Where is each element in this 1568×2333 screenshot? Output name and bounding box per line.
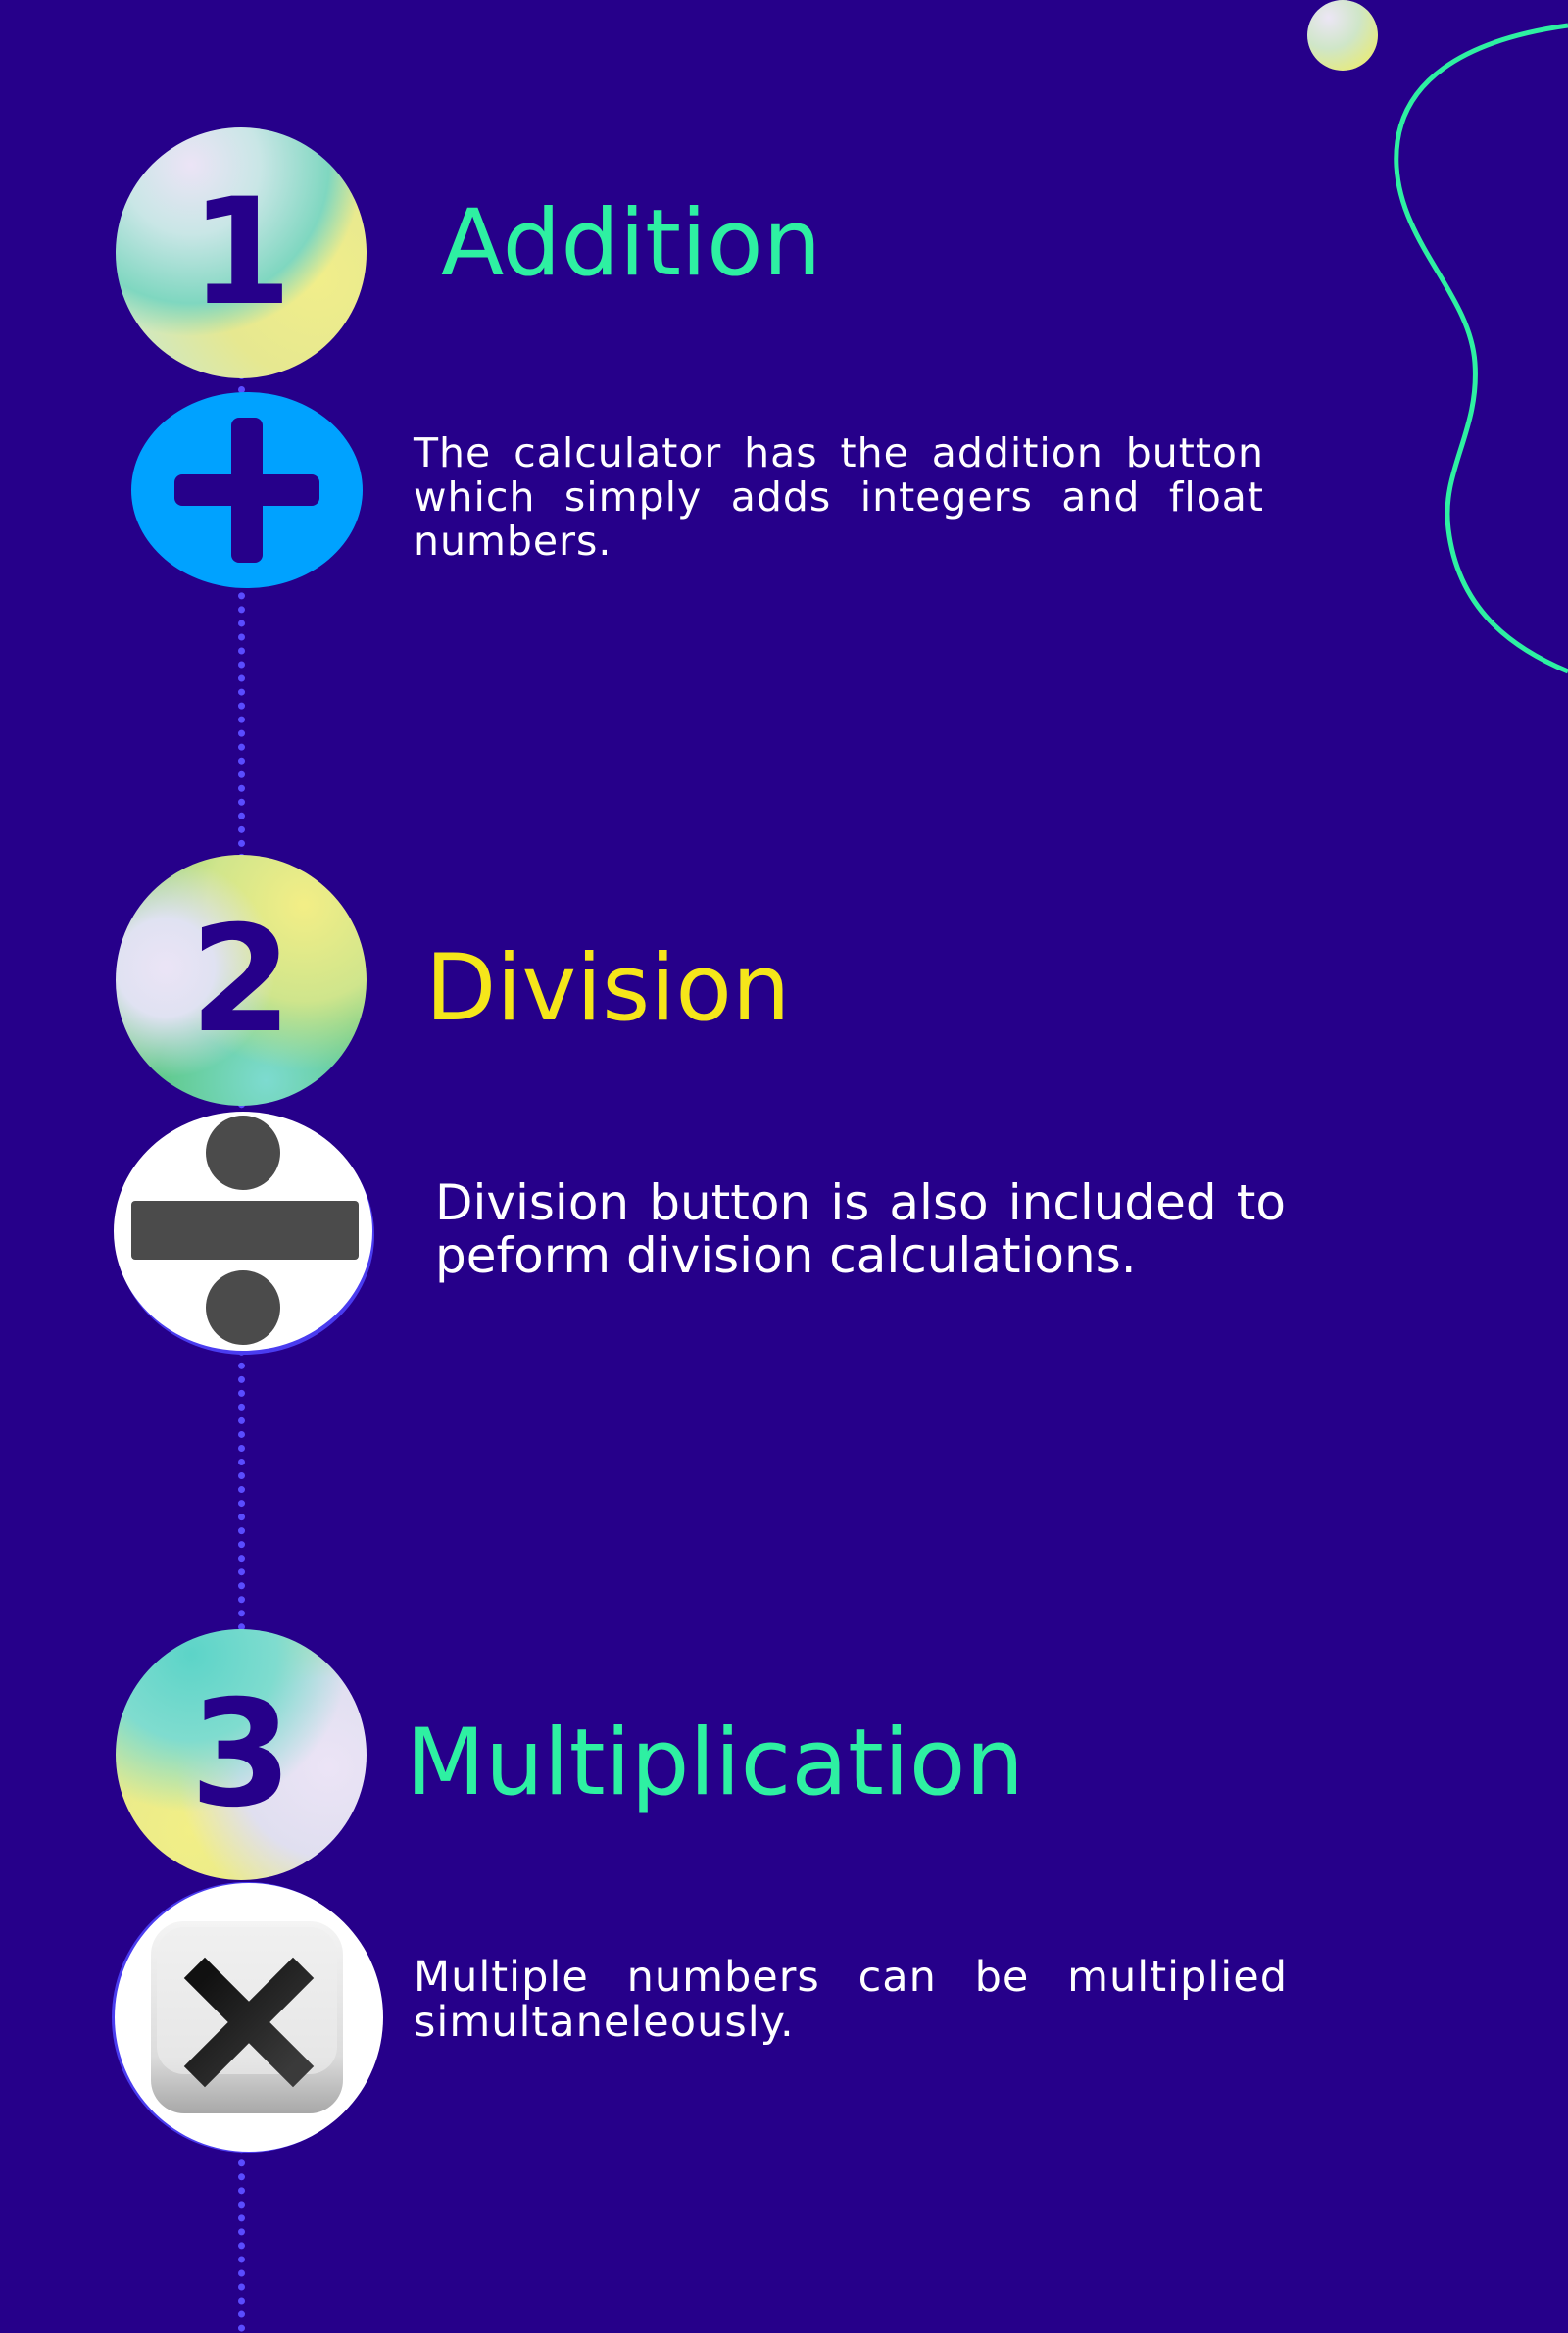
step-description-division: Division button is also included to pefo… [435, 1174, 1286, 1284]
decorative-dot [1307, 0, 1378, 71]
step-title-addition: Addition [441, 190, 822, 297]
step-number: 1 [189, 168, 293, 338]
step-description-addition: The calculator has the addition button w… [414, 429, 1264, 565]
step-description-multiplication: Multiple numbers can be multiplied simul… [414, 1953, 1288, 2047]
step-number: 3 [189, 1669, 293, 1840]
step-number: 2 [189, 895, 293, 1066]
step-title-division: Division [425, 935, 791, 1042]
multiply-icon [112, 1880, 384, 2155]
step-number-badge: 3 [116, 1629, 367, 1880]
step-number-badge: 2 [116, 855, 367, 1106]
step-number-badge: 1 [116, 127, 367, 378]
division-icon [112, 1108, 376, 1357]
plus-icon [131, 392, 363, 588]
step-title-multiplication: Multiplication [406, 1710, 1025, 1816]
